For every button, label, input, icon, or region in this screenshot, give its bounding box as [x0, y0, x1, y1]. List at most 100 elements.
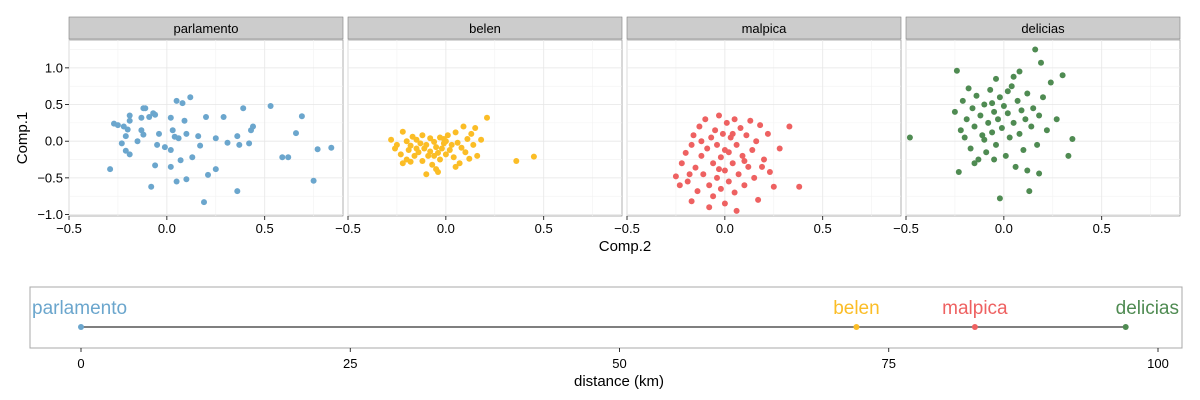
- scatter-point: [397, 151, 404, 158]
- scatter-point: [1036, 170, 1043, 177]
- y-tick-label: −0.5: [37, 170, 63, 185]
- scatter-point: [530, 153, 537, 160]
- facet-strip: [905, 16, 1181, 40]
- scatter-point: [690, 132, 697, 139]
- scatter-point: [438, 145, 445, 152]
- scatter-point: [1043, 127, 1050, 134]
- facet-panel-malpica: malpica −0.5 0.0 0.5: [614, 16, 902, 236]
- scatter-point: [328, 144, 335, 151]
- scatter-point: [967, 145, 974, 152]
- scatter-point: [1004, 110, 1011, 117]
- scatter-point: [686, 171, 693, 178]
- scatter-point: [987, 86, 994, 93]
- scatter-point: [770, 183, 777, 190]
- scatter-point: [234, 133, 241, 140]
- scatter-point: [472, 125, 479, 131]
- site-marker: [971, 324, 978, 330]
- scatter-point: [906, 134, 913, 141]
- scatter-point: [464, 136, 471, 142]
- scatter-point: [961, 134, 968, 141]
- scatter-point: [152, 111, 159, 118]
- scatter-point: [236, 141, 243, 148]
- scatter-point: [399, 128, 406, 135]
- scatter-point: [977, 112, 984, 119]
- site-label: malpica: [942, 298, 1008, 319]
- scatter-point: [991, 108, 998, 115]
- distance-axis-title: distance (km): [574, 373, 664, 390]
- scatter-point: [224, 139, 231, 146]
- scatter-point: [1000, 103, 1007, 109]
- scatter-point: [388, 136, 395, 143]
- scatter-point: [712, 127, 719, 134]
- scatter-point: [706, 182, 713, 189]
- scatter-point: [444, 132, 451, 139]
- facet-strip-label: malpica: [742, 21, 788, 36]
- facet-panel-delicias: delicias −0.5 0.0 0.5: [893, 16, 1181, 236]
- y-tick-label: 0.0: [45, 134, 63, 149]
- scatter-point: [786, 123, 793, 130]
- scatter-point: [969, 105, 976, 112]
- scatter-point: [717, 154, 724, 161]
- scatter-point: [142, 105, 149, 112]
- scatter-point: [1010, 73, 1017, 80]
- scatter-point: [399, 160, 406, 167]
- scatter-point: [995, 116, 1001, 123]
- scatter-point: [423, 171, 430, 178]
- scatter-point: [126, 112, 133, 119]
- scatter-point: [696, 123, 703, 130]
- scatter-point: [741, 182, 748, 189]
- scatter-point: [419, 158, 426, 164]
- scatter-point: [1006, 134, 1013, 141]
- scatter-point: [169, 127, 176, 134]
- scatter-point: [971, 160, 978, 167]
- site-label: delicias: [1116, 298, 1179, 319]
- scatter-point: [419, 132, 426, 139]
- panel-background: [626, 39, 902, 217]
- scatter-point: [167, 147, 174, 153]
- scatter-point: [975, 156, 982, 163]
- facet-panel-belen: belen −0.5 0.0 0.5: [335, 16, 623, 236]
- scatter-point: [205, 171, 211, 178]
- scatter-point: [761, 156, 767, 163]
- scatter-point: [973, 92, 980, 99]
- site-label: belen: [833, 298, 880, 319]
- scatter-point: [458, 144, 465, 151]
- y-axis-title: Comp.1: [14, 112, 31, 165]
- scatter-point: [719, 130, 726, 137]
- scatter-point: [743, 132, 750, 139]
- scatter-point: [435, 149, 441, 156]
- scatter-point: [250, 123, 256, 130]
- scatter-point: [433, 144, 440, 151]
- x-tick-label: −0.5: [893, 221, 919, 236]
- scatter-point: [731, 189, 738, 196]
- y-tick-label: 0.5: [45, 97, 63, 112]
- scatter-point: [1002, 152, 1009, 159]
- scatter-point: [1018, 107, 1025, 114]
- scatter-point: [981, 101, 988, 108]
- distance-tick-label: 75: [882, 356, 896, 371]
- scatter-point: [688, 198, 695, 205]
- scatter-point: [156, 130, 162, 137]
- scatter-point: [442, 151, 449, 158]
- scatter-point: [759, 163, 765, 170]
- scatter-point: [429, 161, 436, 168]
- scatter-point: [1030, 105, 1037, 112]
- scatter-point: [955, 169, 962, 175]
- x-tick-label: 0.5: [256, 221, 274, 236]
- scatter-point: [181, 117, 188, 124]
- scatter-point: [154, 141, 161, 148]
- scatter-point: [167, 163, 174, 170]
- scatter-point: [122, 147, 129, 154]
- scatter-point: [996, 94, 1003, 101]
- scatter-point: [702, 116, 709, 123]
- scatter-point: [1040, 94, 1046, 101]
- scatter-point: [183, 176, 190, 183]
- scatter-point: [173, 97, 180, 104]
- scatter-point: [700, 171, 707, 178]
- scatter-point: [753, 138, 760, 145]
- scatter-point: [1010, 119, 1017, 126]
- scatter-point: [468, 130, 475, 137]
- scatter-point: [737, 125, 744, 131]
- scatter-point: [413, 136, 420, 143]
